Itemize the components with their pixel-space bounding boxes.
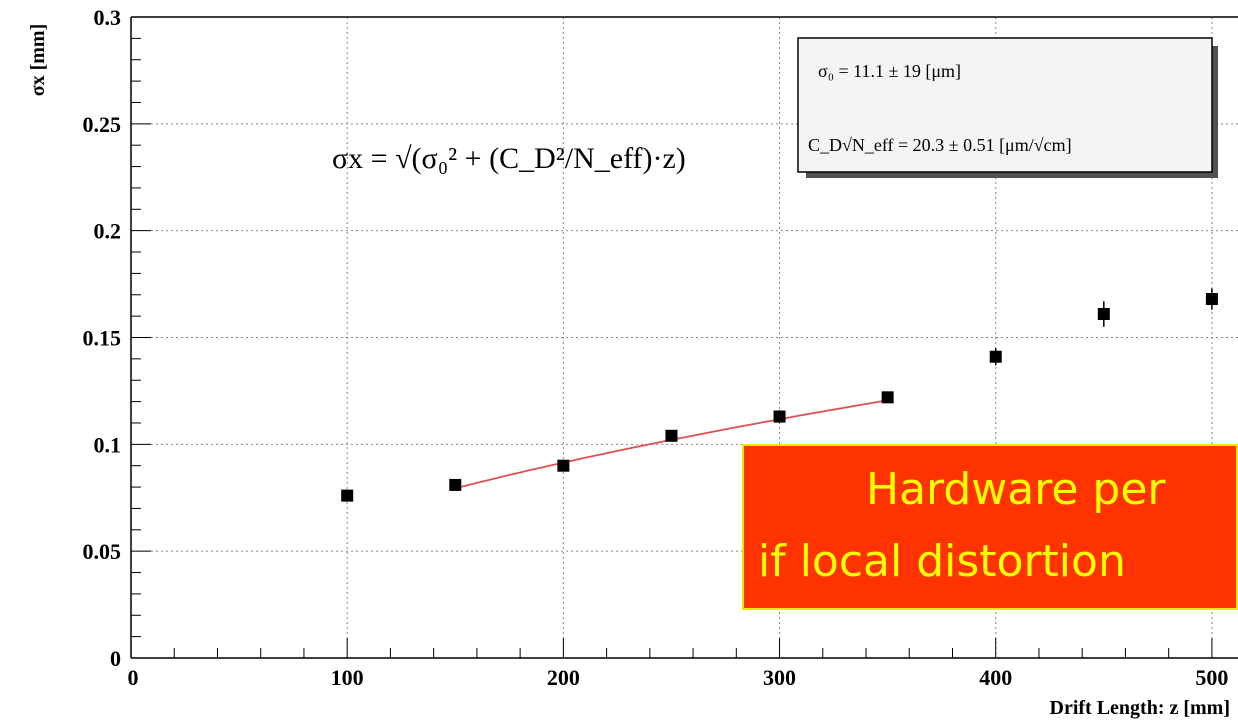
y-tick-label: 0.3 <box>94 5 122 30</box>
stats-box: σ₀ = 11.1 ± 19 [μm] C_D√N_eff = 20.3 ± 0… <box>797 37 1218 178</box>
y-axis-title: σx [mm] <box>27 24 49 97</box>
banner-line-1: Hardware per <box>866 464 1166 515</box>
x-tick-label: 200 <box>547 665 580 690</box>
y-axis-title-text: σx [mm] <box>27 24 49 97</box>
y-tick-label: 0.05 <box>83 539 122 564</box>
y-tick-label: 0.1 <box>94 432 122 457</box>
stats-line-sigma0: σ₀ = 11.1 ± 19 [μm] <box>818 61 961 81</box>
x-tick-label: 0 <box>128 665 139 690</box>
data-points <box>341 288 1218 502</box>
y-tick-label: 0.2 <box>94 219 122 244</box>
point-marker <box>989 350 1002 363</box>
point-marker <box>665 429 678 442</box>
point-marker <box>557 459 570 472</box>
data-point <box>341 489 354 502</box>
x-axis-title: Drift Length: z [mm] <box>1050 697 1231 719</box>
point-marker <box>341 489 354 502</box>
x-tick-label: 300 <box>763 665 796 690</box>
y-tick-label: 0 <box>110 646 121 671</box>
point-marker <box>1097 307 1110 320</box>
banner-line-2: if local distortion <box>758 536 1126 587</box>
stats-line-cd: C_D√N_eff = 20.3 ± 0.51 [μm/√cm] <box>808 135 1072 155</box>
hardware-banner: Hardware per if local distortion <box>742 444 1238 610</box>
x-tick-label: 400 <box>979 665 1012 690</box>
point-marker <box>449 478 462 491</box>
data-point <box>557 459 570 472</box>
point-marker <box>1205 293 1218 306</box>
data-point <box>773 410 786 423</box>
tick-labels: 0 0.05 0.1 0.15 0.2 0.25 0.3 0 100 200 300 400 500 <box>83 5 1229 690</box>
data-point <box>989 348 1002 366</box>
axis-ticks <box>130 16 1213 659</box>
data-point <box>1205 288 1218 310</box>
data-point <box>1097 301 1110 327</box>
point-marker <box>773 410 786 423</box>
y-tick-label: 0.25 <box>83 112 122 137</box>
point-marker <box>881 391 894 404</box>
data-point <box>449 478 462 491</box>
data-point <box>881 391 894 404</box>
x-tick-label: 500 <box>1195 665 1228 690</box>
formula-annotation: σx = √(σ₀² + (C_D²/N_eff)·z) <box>332 142 686 175</box>
data-point <box>665 429 678 442</box>
x-tick-label: 100 <box>331 665 364 690</box>
y-tick-label: 0.15 <box>83 326 122 351</box>
